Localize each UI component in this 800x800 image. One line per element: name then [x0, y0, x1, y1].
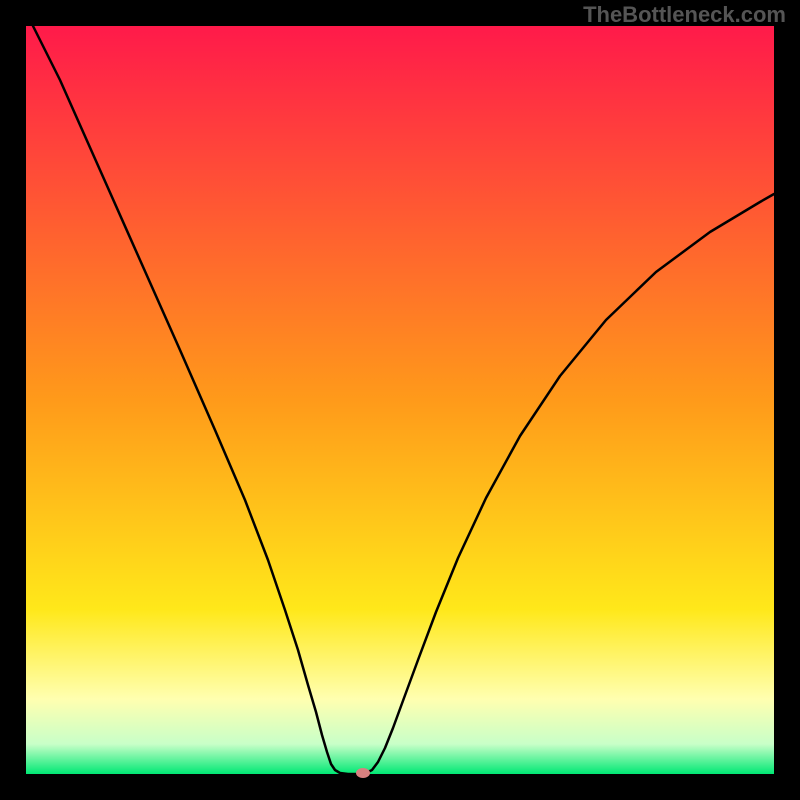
- optimal-point-marker: [356, 768, 370, 778]
- bottleneck-curve: [0, 0, 800, 800]
